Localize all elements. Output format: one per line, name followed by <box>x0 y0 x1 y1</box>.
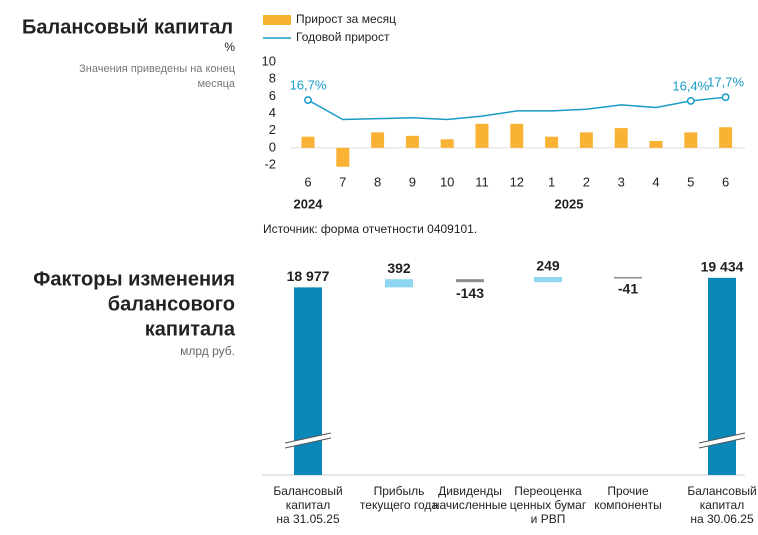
x-tick-label: на 30.06.25 <box>690 512 754 526</box>
bar <box>385 279 413 288</box>
x-tick-label: Дивиденды <box>438 484 502 498</box>
x-tick-label: капитал <box>700 498 744 512</box>
bar <box>684 132 698 148</box>
unit: млрд руб. <box>180 344 235 358</box>
x-tick-label: Балансовый <box>273 484 342 498</box>
data-label: 18 977 <box>287 268 330 284</box>
x-tick-label: 6 <box>304 174 311 189</box>
y-tick-label: 2 <box>269 122 276 137</box>
chart-title: балансового <box>108 293 235 315</box>
y-tick-label: 6 <box>269 88 276 103</box>
subtitle: Значения приведены на конец <box>79 63 236 75</box>
bar <box>534 276 562 283</box>
data-label: 392 <box>387 260 411 276</box>
x-tick-label: 8 <box>374 174 381 189</box>
data-label: 249 <box>536 258 560 274</box>
year-label: 2024 <box>294 196 324 211</box>
bar <box>614 128 628 148</box>
bar <box>405 135 419 148</box>
bar <box>475 123 489 148</box>
year-label: 2025 <box>555 196 584 211</box>
data-label: 16,4% <box>672 78 709 93</box>
x-tick-label: ценных бумаг <box>510 498 587 512</box>
x-tick-label: текущего года <box>360 498 438 512</box>
bar <box>614 276 642 279</box>
bar <box>371 132 385 148</box>
bar <box>579 132 593 148</box>
x-tick-label: 2 <box>583 174 590 189</box>
axis-break <box>698 437 746 449</box>
data-label: -143 <box>456 285 484 301</box>
axis-break <box>285 433 331 448</box>
bar <box>336 147 350 167</box>
x-tick-label: Прочие <box>607 484 649 498</box>
bar <box>545 136 559 148</box>
subtitle: месяца <box>197 78 235 90</box>
bar <box>440 139 454 148</box>
point-marker <box>686 96 695 105</box>
data-label: -41 <box>618 281 638 297</box>
chart-title: Факторы изменения <box>33 268 235 290</box>
chart-title: капитала <box>145 318 236 340</box>
x-tick-label: на 31.05.25 <box>276 512 340 526</box>
axis-break <box>284 432 332 444</box>
data-label: 19 434 <box>701 259 744 275</box>
line <box>307 96 726 121</box>
x-tick-label: 9 <box>409 174 416 189</box>
source: Источник: форма отчетности 0409101. <box>263 222 477 236</box>
x-tick-label: начисленные <box>433 498 508 512</box>
y-tick-label: 0 <box>269 139 276 154</box>
x-tick-label: 6 <box>722 174 729 189</box>
x-tick-label: Переоценка <box>514 484 582 498</box>
x-tick-label: и РВП <box>531 512 566 526</box>
x-tick-label: Прибыль <box>374 484 425 498</box>
legend-label: Годовой прирост <box>296 30 390 44</box>
data-label: 16,7% <box>290 77 327 92</box>
x-tick-label: 3 <box>618 174 625 189</box>
chart-title: Балансовый капитал <box>22 16 233 38</box>
data-label: 17,7% <box>707 75 744 90</box>
bar <box>456 279 484 283</box>
x-tick-label: Балансовый <box>687 484 756 498</box>
y-tick-label: 8 <box>269 71 276 86</box>
x-tick-label: 4 <box>652 174 659 189</box>
legend-swatch <box>263 15 291 25</box>
x-tick-label: 10 <box>440 174 454 189</box>
axis-break <box>699 433 745 448</box>
x-tick-label: 12 <box>510 174 524 189</box>
x-tick-label: 5 <box>687 174 694 189</box>
x-tick-label: 7 <box>339 174 346 189</box>
bar <box>301 136 315 148</box>
axis-break <box>284 437 332 449</box>
x-tick-label: 11 <box>475 174 489 189</box>
bar <box>294 287 322 475</box>
bar <box>719 127 733 148</box>
y-tick-label: 4 <box>269 105 276 120</box>
x-tick-label: компоненты <box>594 498 662 512</box>
legend-label: Прирост за месяц <box>296 12 396 26</box>
y-tick-label: -2 <box>264 156 276 171</box>
point-marker <box>304 96 312 105</box>
bar <box>510 123 524 148</box>
unit: % <box>224 40 235 54</box>
point-marker <box>721 93 730 102</box>
bar <box>649 140 663 148</box>
axis-break <box>698 432 746 444</box>
y-tick-label: 10 <box>262 53 276 68</box>
x-tick-label: капитал <box>286 498 330 512</box>
x-tick-label: 1 <box>548 174 555 189</box>
